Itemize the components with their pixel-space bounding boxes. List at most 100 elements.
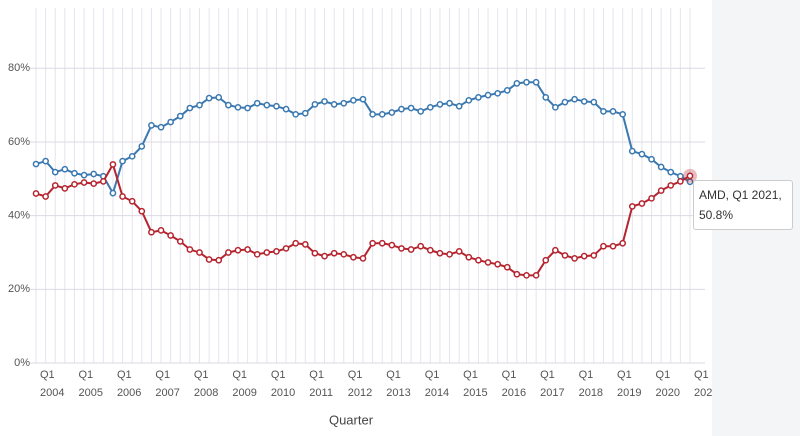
point (561, 252, 569, 259)
y-tick-label: 40% (8, 210, 30, 222)
point (234, 103, 242, 111)
point (465, 253, 473, 261)
point (436, 249, 444, 257)
point (532, 271, 540, 279)
point (475, 94, 482, 101)
point (638, 150, 646, 158)
x-tick-label: Q1 2014 (425, 369, 449, 399)
point (340, 250, 348, 258)
point (446, 99, 453, 107)
point (532, 78, 540, 86)
point (571, 255, 578, 262)
point (80, 179, 88, 186)
point (186, 246, 194, 253)
x-tick-label: Q1 2009 (232, 369, 256, 399)
point (503, 263, 511, 271)
x-tick-label: Q1 2012 (348, 369, 372, 399)
point (138, 207, 146, 215)
point (609, 108, 617, 115)
point (369, 239, 376, 247)
point (244, 104, 251, 112)
point (513, 80, 521, 87)
point (619, 239, 627, 247)
y-tick-label: 80% (8, 62, 30, 74)
point (503, 87, 511, 94)
point (407, 246, 415, 253)
point (580, 252, 588, 260)
x-tick-label: Q1 2007 (155, 369, 179, 399)
point (571, 95, 578, 103)
point (234, 246, 242, 254)
point (311, 249, 319, 257)
point (157, 227, 165, 234)
point (167, 118, 174, 126)
point (90, 180, 98, 187)
point (292, 239, 300, 247)
point (369, 110, 376, 118)
point (609, 242, 617, 250)
point (388, 109, 396, 116)
point (128, 152, 136, 160)
point (176, 112, 184, 120)
point (494, 89, 501, 97)
point (350, 96, 357, 104)
point (321, 252, 328, 260)
x-tick-label: Q1 2017 (540, 369, 564, 399)
point (619, 110, 627, 118)
point (542, 256, 550, 264)
point (205, 94, 213, 102)
point (42, 193, 49, 200)
point (600, 108, 607, 115)
point (398, 105, 405, 113)
point (244, 246, 251, 253)
point (225, 101, 232, 109)
point (292, 110, 300, 118)
point (590, 252, 598, 259)
point (561, 98, 569, 106)
point (657, 163, 665, 171)
point (253, 250, 261, 258)
x-tick-label: Q1 2019 (617, 369, 641, 399)
point (273, 248, 280, 255)
point (148, 122, 155, 129)
x-tick-label: Q1 2013 (386, 369, 410, 399)
point (157, 123, 165, 131)
point (90, 170, 98, 178)
point (301, 109, 309, 117)
x-tick-label: Q1 2006 (117, 369, 141, 399)
point (600, 242, 607, 250)
point (484, 259, 492, 266)
point (99, 178, 107, 185)
point (32, 190, 40, 197)
point (398, 245, 405, 252)
point (128, 197, 136, 205)
point (119, 193, 126, 200)
point (253, 99, 261, 107)
point (109, 161, 117, 168)
point (628, 147, 636, 155)
point (42, 157, 49, 165)
x-tick-label: Q1 2008 (194, 369, 218, 399)
point (475, 256, 482, 264)
point (148, 228, 155, 236)
point (648, 194, 655, 202)
y-tick-label: 20% (8, 283, 30, 295)
point (301, 241, 309, 248)
point (465, 96, 473, 104)
point (61, 165, 69, 173)
point (426, 103, 434, 111)
point (657, 187, 665, 194)
x-tick-label: Q1 2020 (656, 369, 680, 399)
point (176, 238, 184, 245)
point (378, 239, 386, 247)
point (340, 99, 348, 107)
point (378, 110, 386, 118)
point (61, 185, 69, 192)
point (686, 172, 694, 180)
point (51, 182, 59, 189)
y-tick-label: 0% (14, 357, 30, 369)
point (542, 94, 550, 101)
point (455, 102, 463, 110)
point (32, 160, 40, 168)
